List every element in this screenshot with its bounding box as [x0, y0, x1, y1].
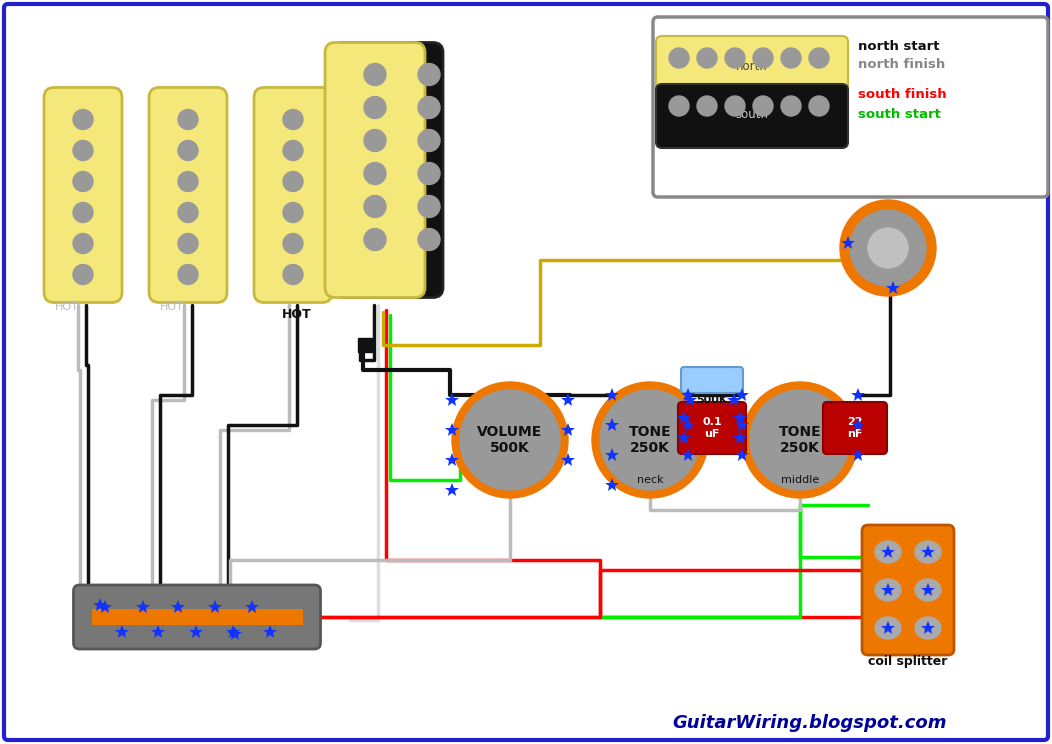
Text: coil splitter: coil splitter	[868, 655, 948, 668]
Circle shape	[669, 48, 689, 68]
FancyBboxPatch shape	[677, 402, 746, 454]
Circle shape	[418, 63, 440, 86]
Text: HOT: HOT	[282, 308, 311, 321]
Circle shape	[364, 228, 386, 251]
Text: 0.1
uF: 0.1 uF	[702, 417, 722, 439]
Circle shape	[283, 109, 303, 129]
FancyBboxPatch shape	[74, 585, 321, 649]
Circle shape	[364, 97, 386, 118]
FancyBboxPatch shape	[149, 88, 227, 303]
Circle shape	[178, 202, 198, 222]
Circle shape	[460, 390, 560, 490]
Text: HOT: HOT	[160, 302, 184, 312]
FancyBboxPatch shape	[681, 367, 743, 393]
FancyBboxPatch shape	[335, 42, 443, 298]
Circle shape	[178, 141, 198, 161]
Circle shape	[839, 200, 936, 296]
Text: 500K: 500K	[490, 441, 530, 455]
Bar	[92, 609, 303, 625]
Circle shape	[283, 172, 303, 191]
Circle shape	[178, 234, 198, 254]
Circle shape	[418, 196, 440, 217]
Ellipse shape	[915, 541, 940, 563]
Circle shape	[418, 228, 440, 251]
Circle shape	[418, 162, 440, 185]
Bar	[358, 338, 372, 352]
Text: middle: middle	[781, 475, 820, 485]
Text: TONE: TONE	[629, 425, 671, 439]
Circle shape	[418, 129, 440, 152]
Ellipse shape	[915, 617, 940, 639]
Circle shape	[753, 48, 773, 68]
Circle shape	[364, 63, 386, 86]
FancyBboxPatch shape	[656, 36, 848, 100]
Ellipse shape	[875, 541, 901, 563]
Circle shape	[283, 234, 303, 254]
Text: GuitarWiring.blogspot.com: GuitarWiring.blogspot.com	[672, 714, 947, 732]
Circle shape	[73, 109, 93, 129]
Circle shape	[178, 265, 198, 284]
Circle shape	[592, 382, 708, 498]
Text: HOT: HOT	[55, 302, 79, 312]
Text: 22
nF: 22 nF	[847, 417, 863, 439]
Circle shape	[742, 382, 858, 498]
Circle shape	[283, 265, 303, 284]
Circle shape	[750, 390, 850, 490]
Circle shape	[364, 196, 386, 217]
Circle shape	[73, 265, 93, 284]
FancyBboxPatch shape	[4, 4, 1048, 740]
FancyBboxPatch shape	[44, 88, 122, 303]
FancyBboxPatch shape	[823, 402, 887, 454]
FancyBboxPatch shape	[656, 84, 848, 148]
Text: 500K: 500K	[696, 395, 728, 405]
Circle shape	[73, 234, 93, 254]
Circle shape	[283, 141, 303, 161]
Text: neck: neck	[636, 475, 664, 485]
Text: 250K: 250K	[630, 441, 670, 455]
Circle shape	[669, 96, 689, 116]
Circle shape	[809, 96, 829, 116]
Circle shape	[809, 48, 829, 68]
Text: south finish: south finish	[858, 88, 947, 101]
Circle shape	[868, 228, 908, 268]
Ellipse shape	[915, 579, 940, 601]
Text: TONE: TONE	[778, 425, 822, 439]
Circle shape	[725, 48, 745, 68]
Circle shape	[600, 390, 700, 490]
Circle shape	[697, 96, 717, 116]
Circle shape	[283, 202, 303, 222]
FancyBboxPatch shape	[254, 88, 332, 303]
Text: south: south	[735, 107, 769, 121]
Text: south start: south start	[858, 108, 940, 121]
Ellipse shape	[875, 579, 901, 601]
Circle shape	[178, 172, 198, 191]
Text: north: north	[736, 60, 768, 72]
Circle shape	[781, 48, 801, 68]
Text: north finish: north finish	[858, 58, 946, 71]
Circle shape	[73, 202, 93, 222]
Circle shape	[364, 129, 386, 152]
FancyBboxPatch shape	[653, 17, 1048, 197]
Ellipse shape	[875, 617, 901, 639]
Circle shape	[418, 97, 440, 118]
Circle shape	[178, 109, 198, 129]
Circle shape	[781, 96, 801, 116]
FancyBboxPatch shape	[325, 42, 425, 298]
Circle shape	[753, 96, 773, 116]
Text: VOLUME: VOLUME	[478, 425, 543, 439]
Circle shape	[850, 210, 926, 286]
Text: north start: north start	[858, 40, 939, 53]
Circle shape	[452, 382, 568, 498]
Circle shape	[725, 96, 745, 116]
Circle shape	[697, 48, 717, 68]
FancyBboxPatch shape	[862, 525, 954, 655]
Circle shape	[73, 172, 93, 191]
Circle shape	[364, 162, 386, 185]
Text: 250K: 250K	[781, 441, 820, 455]
Circle shape	[73, 141, 93, 161]
